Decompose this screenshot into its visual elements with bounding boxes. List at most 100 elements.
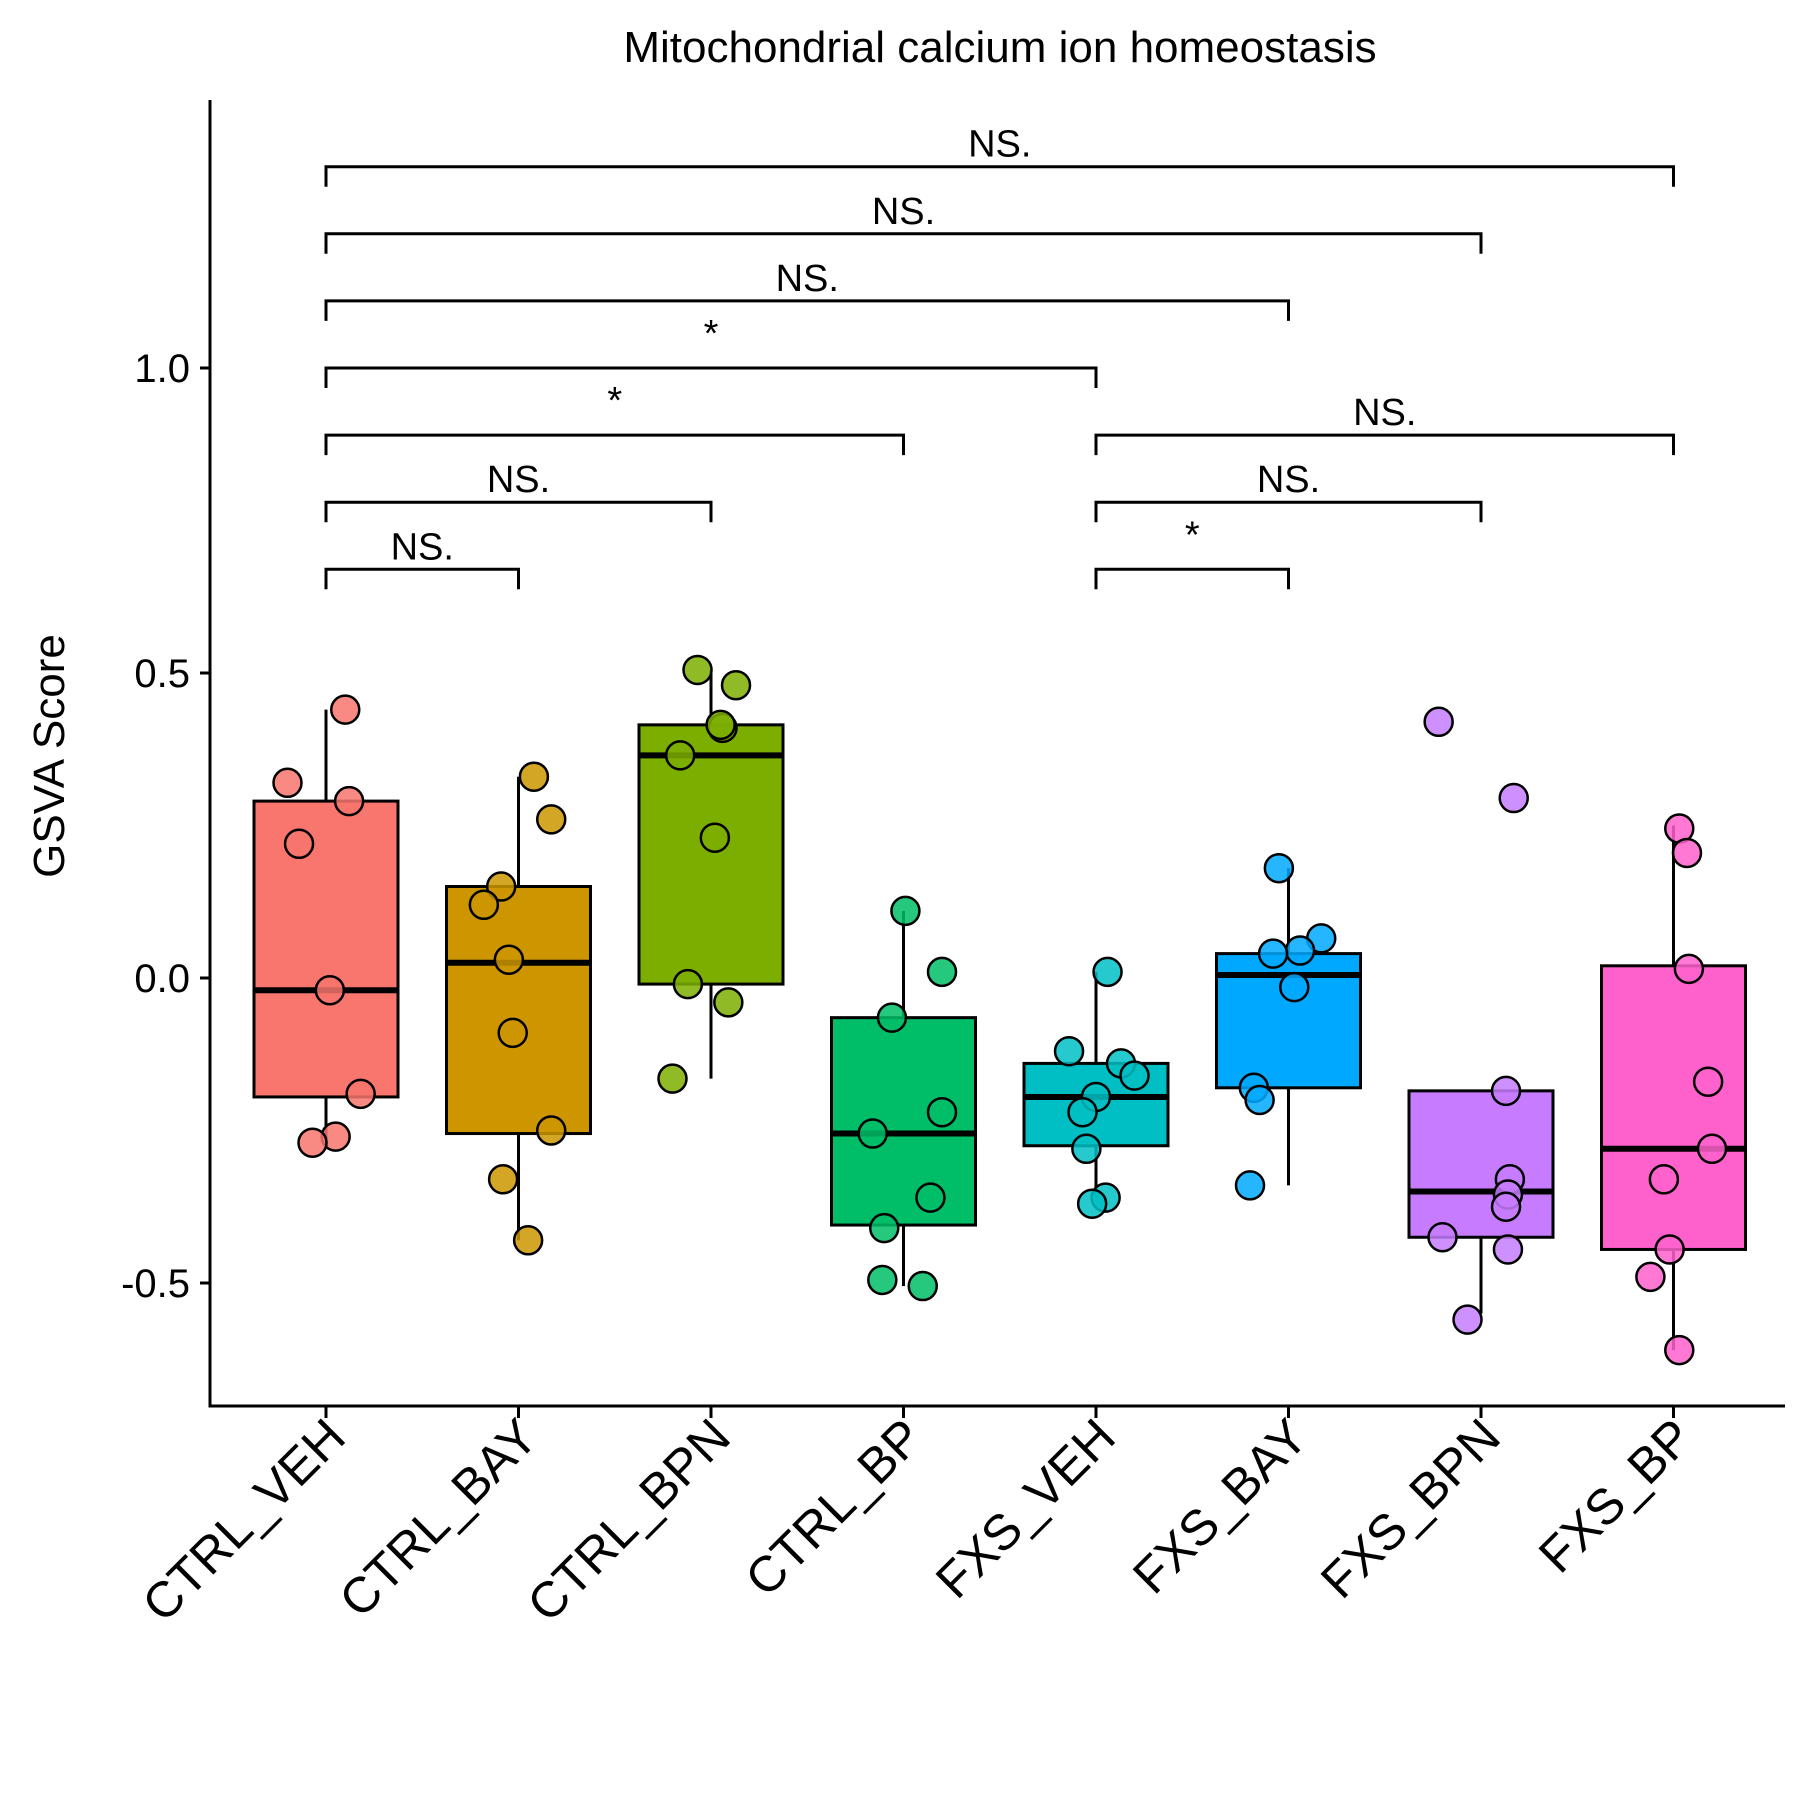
box-ctrl-veh bbox=[252, 799, 400, 1099]
data-point bbox=[1092, 956, 1123, 988]
significance-label: NS. bbox=[1257, 459, 1320, 501]
y-tick-label: -0.5 bbox=[121, 1262, 190, 1306]
data-point bbox=[535, 804, 567, 835]
x-tick-label: CTRL_BAY bbox=[329, 1408, 549, 1628]
significance-label: * bbox=[704, 313, 719, 355]
data-point bbox=[713, 987, 744, 1018]
significance-bracket bbox=[324, 232, 1483, 254]
data-point bbox=[1673, 953, 1705, 985]
data-point bbox=[1692, 1066, 1724, 1097]
significance-label: * bbox=[607, 380, 622, 422]
x-tick-label: FXS_VEH bbox=[925, 1408, 1126, 1609]
y-tick-label: 0.5 bbox=[134, 652, 190, 696]
data-point bbox=[682, 654, 713, 686]
x-tick-label: FXS_BAY bbox=[1122, 1408, 1318, 1604]
data-point bbox=[915, 1182, 946, 1213]
x-tick-label: CTRL_BP bbox=[735, 1408, 934, 1607]
data-point bbox=[1498, 782, 1529, 814]
data-point bbox=[272, 767, 303, 799]
data-point bbox=[1671, 837, 1703, 869]
x-tick-label: CTRL_VEH bbox=[131, 1408, 355, 1632]
data-point bbox=[720, 669, 752, 701]
significance-label: * bbox=[1185, 514, 1200, 556]
data-point bbox=[487, 1164, 519, 1195]
data-point bbox=[657, 1063, 688, 1094]
data-point bbox=[1053, 1035, 1085, 1067]
data-point bbox=[1490, 1191, 1522, 1222]
significance-label: NS. bbox=[391, 526, 454, 568]
data-point bbox=[1490, 1075, 1522, 1107]
significance-bracket bbox=[324, 567, 520, 590]
data-point bbox=[1664, 1334, 1695, 1366]
data-point bbox=[497, 1017, 528, 1049]
data-point bbox=[857, 1118, 888, 1149]
data-point bbox=[867, 1264, 898, 1296]
data-point bbox=[1284, 935, 1316, 966]
significance-label: NS. bbox=[1353, 392, 1416, 434]
x-tick-label: CTRL_BPN bbox=[516, 1408, 740, 1632]
data-point bbox=[1648, 1164, 1680, 1195]
box-ctrl-bay bbox=[445, 885, 592, 1136]
data-point bbox=[1076, 1188, 1108, 1219]
data-point bbox=[1119, 1060, 1150, 1091]
data-point bbox=[468, 889, 500, 921]
data-point bbox=[890, 895, 921, 927]
data-point bbox=[1654, 1234, 1685, 1265]
data-point bbox=[1234, 1170, 1266, 1201]
data-point bbox=[1263, 852, 1295, 884]
data-point bbox=[485, 871, 517, 902]
data-point bbox=[297, 1127, 328, 1158]
data-point bbox=[330, 694, 361, 725]
data-point bbox=[1244, 1084, 1275, 1116]
data-point bbox=[535, 1115, 567, 1146]
data-point bbox=[1696, 1133, 1728, 1165]
data-point bbox=[907, 1270, 938, 1302]
significance-bracket bbox=[1094, 500, 1483, 523]
significance-label: NS. bbox=[487, 459, 550, 501]
data-point bbox=[283, 828, 315, 860]
significance-bracket bbox=[324, 433, 905, 456]
data-point bbox=[926, 1096, 958, 1128]
data-point bbox=[705, 709, 736, 741]
y-axis-title: GSVA Score bbox=[25, 634, 74, 878]
significance-bracket bbox=[324, 366, 1098, 388]
data-point bbox=[512, 1225, 544, 1256]
box-ctrl-bpn bbox=[637, 723, 785, 986]
significance-bracket bbox=[324, 299, 1290, 321]
chart-title: Mitochondrial calcium ion homeostasis bbox=[623, 23, 1376, 72]
data-point bbox=[1257, 938, 1289, 969]
data-point bbox=[1452, 1304, 1483, 1335]
significance-bracket bbox=[1094, 567, 1290, 590]
data-point bbox=[333, 785, 365, 817]
data-point bbox=[1492, 1234, 1524, 1265]
data-point bbox=[1635, 1261, 1666, 1293]
data-point bbox=[1071, 1133, 1102, 1165]
x-tick-label: FXS_BPN bbox=[1310, 1408, 1511, 1609]
data-point bbox=[1427, 1222, 1458, 1253]
data-point bbox=[493, 944, 525, 975]
data-point bbox=[699, 822, 731, 853]
data-point bbox=[518, 761, 550, 792]
data-point bbox=[345, 1078, 376, 1110]
data-point bbox=[1423, 706, 1454, 738]
data-point bbox=[876, 1002, 908, 1033]
data-point bbox=[314, 974, 346, 1006]
box-fxs-bp bbox=[1600, 964, 1747, 1251]
data-point bbox=[869, 1212, 900, 1244]
data-point bbox=[1067, 1096, 1098, 1128]
significance-label: NS. bbox=[776, 258, 839, 300]
y-tick-label: 1.0 bbox=[134, 347, 190, 391]
data-point bbox=[1279, 971, 1310, 1003]
x-tick-label: FXS_BP bbox=[1528, 1408, 1703, 1583]
data-point bbox=[926, 956, 958, 988]
data-point bbox=[672, 968, 704, 1000]
significance-label: NS. bbox=[968, 124, 1031, 166]
significance-label: NS. bbox=[872, 191, 935, 233]
data-point bbox=[664, 740, 696, 771]
significance-bracket bbox=[324, 165, 1675, 187]
significance-bracket bbox=[324, 500, 713, 523]
significance-bracket bbox=[1094, 433, 1675, 456]
y-tick-label: 0.0 bbox=[134, 957, 190, 1001]
box-fxs-bpn bbox=[1407, 1089, 1555, 1239]
